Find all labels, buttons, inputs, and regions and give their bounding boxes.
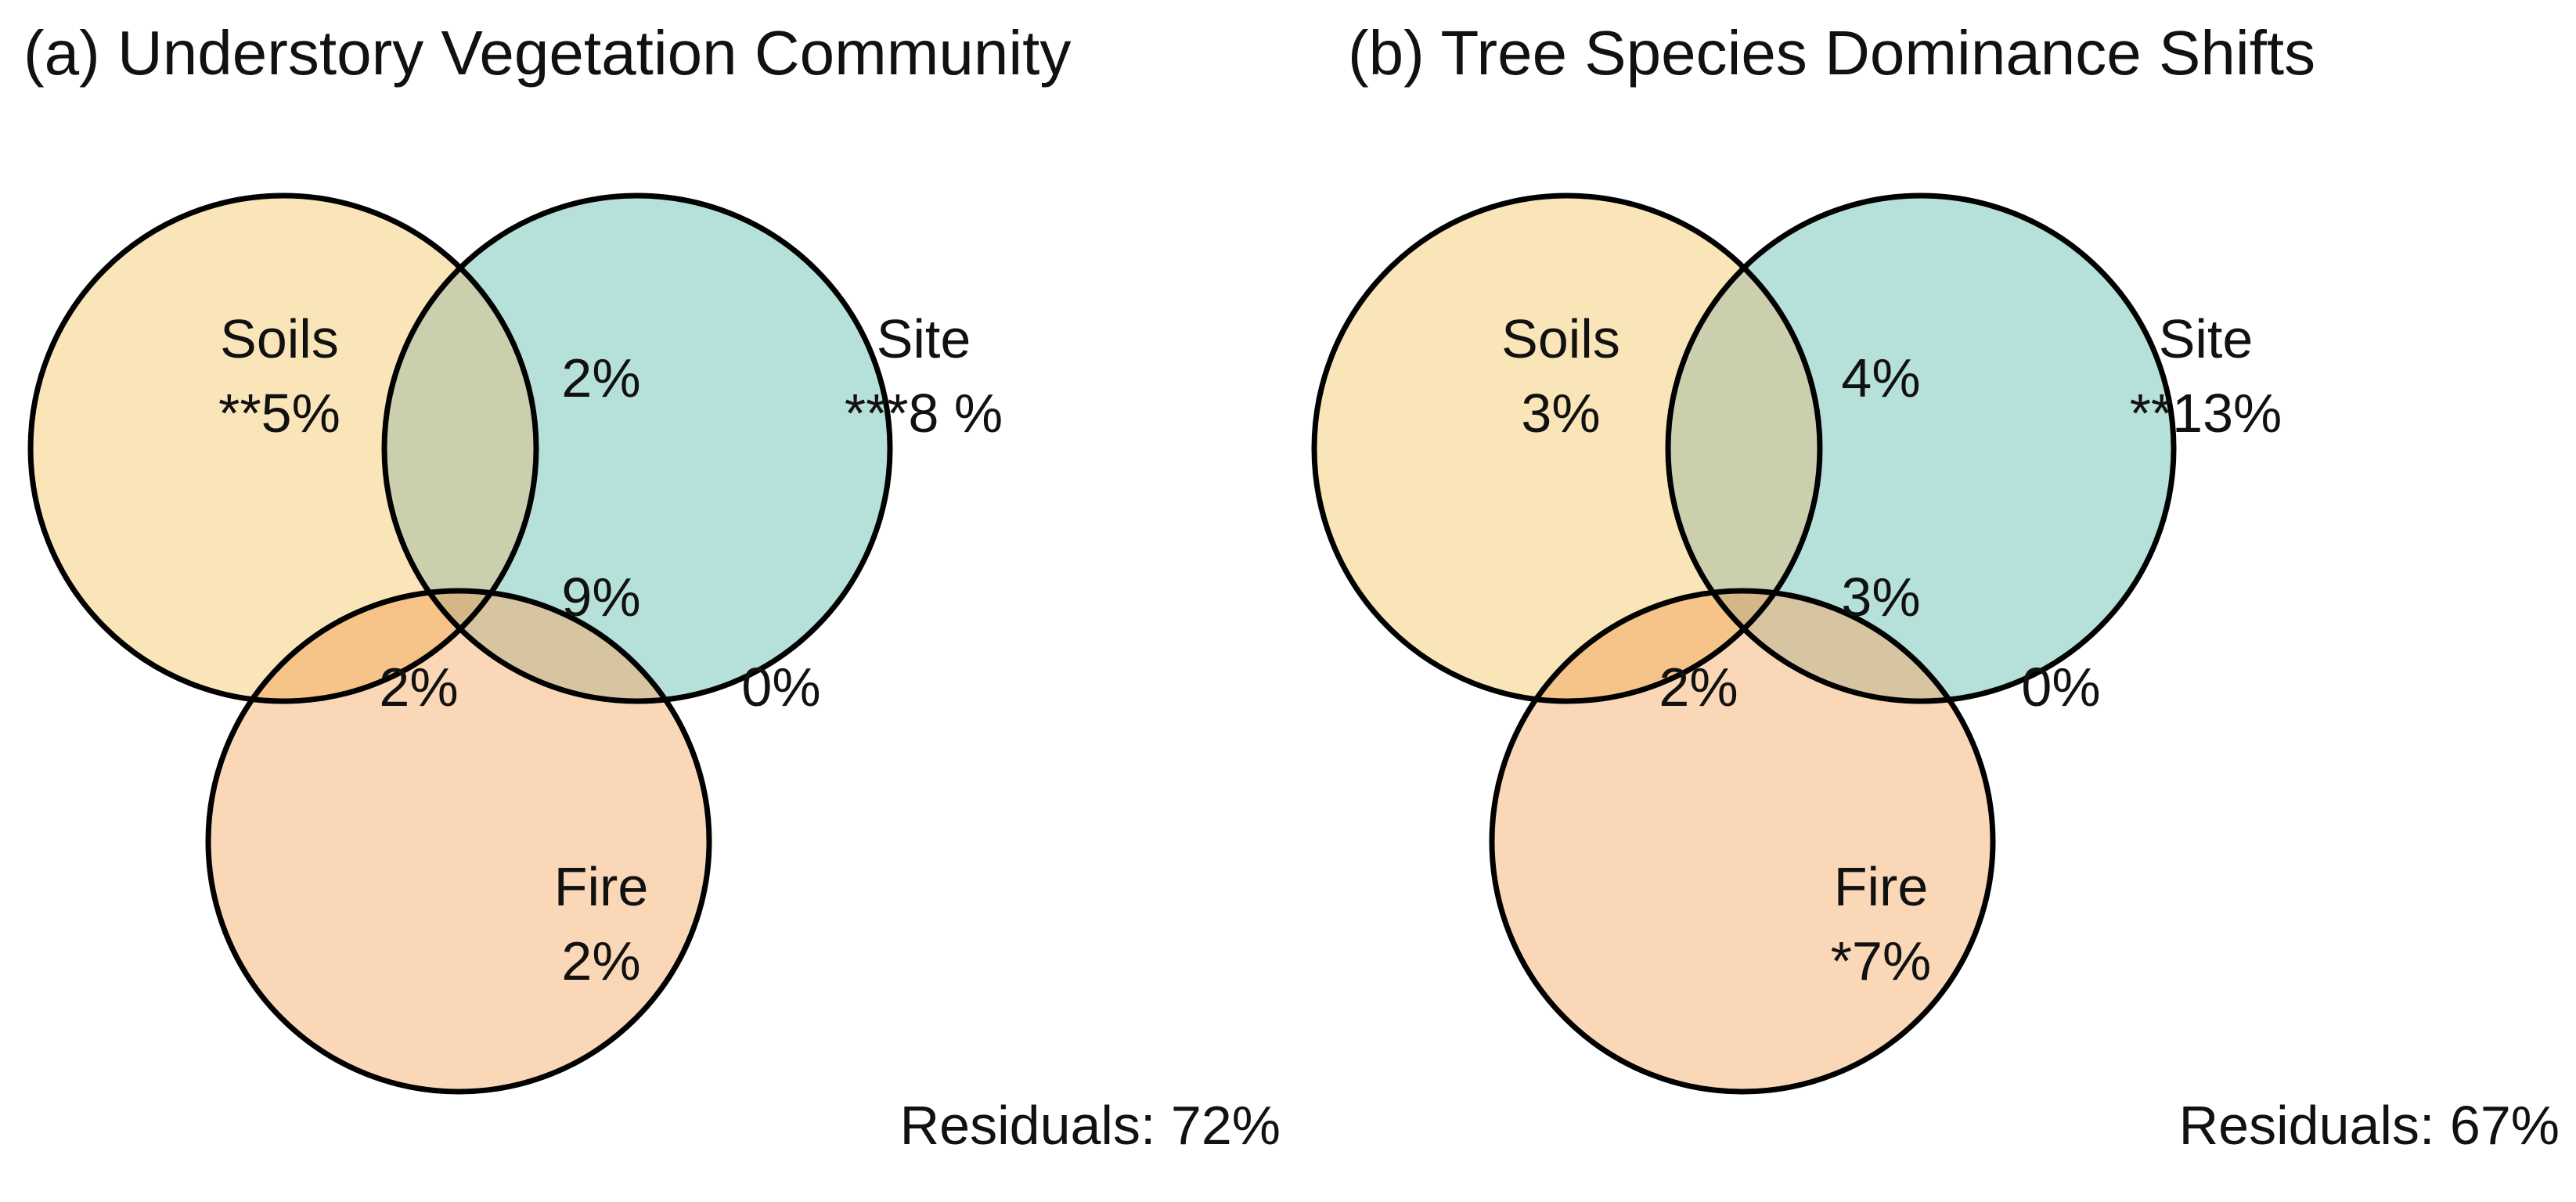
panel-a-site-value: ***8 % [845,383,1003,444]
panel-b-site-fire-value: 0% [2021,657,2100,718]
panel-a-soils-site-value: 2% [561,347,640,408]
panel-b-soils-fill [1314,196,1820,701]
panel-b-soils-site-value: 4% [1841,347,1920,408]
panel-b-site-value: **13% [2130,383,2282,444]
panel-a-site-fire-value: 0% [741,657,820,718]
panel-a-site-fill [384,196,890,701]
panel-b-fire-name: Fire [1834,856,1929,917]
panel-a-title: (a) Understory Vegetation Community [23,18,1071,88]
panel-a-fire-circle [205,588,712,1095]
panel-a-soils-circle [27,193,539,704]
panel-a-site-circle [381,193,893,704]
panel-a-soils-name: Soils [220,308,339,369]
panel-b-fire-circle [1489,588,1996,1095]
panel-a-soils-fire-value: 2% [379,657,458,718]
panel-b-soils-fire-value: 2% [1659,657,1738,718]
panel-a-fire-name: Fire [554,856,649,917]
panel-a-center-value: 9% [561,567,640,628]
panel-b-fire-value: *7% [1831,930,1931,991]
panel-b-soils-value: 3% [1521,383,1600,444]
panel-b-fire-fill [1492,591,1993,1092]
panel-b-soils-circle [1311,193,1823,704]
panel-b-residuals: Residuals: 67% [2179,1095,2560,1156]
panel-b-center-value: 3% [1841,567,1920,628]
panel-a-fire-value: 2% [561,930,640,991]
panel-a-fire-fill [208,591,709,1092]
panel-b: (b) Tree Species Dominance Shifts Soils … [1311,18,2560,1156]
panel-b-title: (b) Tree Species Dominance Shifts [1348,18,2315,88]
panel-b-site-fill [1668,196,2174,701]
panel-b-site-name: Site [2159,308,2254,369]
panel-a-soils-fill [31,196,536,701]
panel-a-residuals: Residuals: 72% [900,1095,1281,1156]
panel-b-soils-name: Soils [1501,308,1620,369]
panel-a-site-name: Site [877,308,971,369]
panel-a: (a) Understory Vegetation Community Soil… [23,18,1281,1156]
panel-b-site-circle [1665,193,2177,704]
panel-a-soils-value: **5% [218,383,340,444]
